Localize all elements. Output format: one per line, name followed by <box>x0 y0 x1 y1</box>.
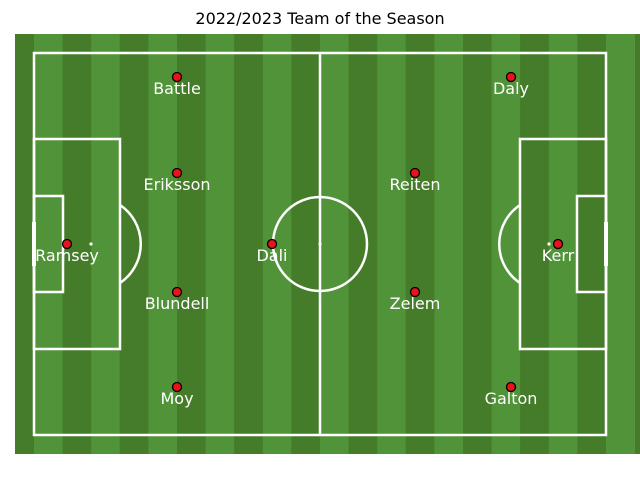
player-name-label: Blundell <box>145 294 210 313</box>
grass-stripe <box>463 34 492 454</box>
player-dali[interactable]: Dali <box>256 238 288 266</box>
grass-stripe <box>434 34 463 454</box>
player-name-label: Battle <box>153 79 201 98</box>
player-marker[interactable] <box>505 381 517 393</box>
left-penalty-spot <box>89 242 93 246</box>
grass-stripe <box>91 34 120 454</box>
player-moy[interactable]: Moy <box>160 381 194 409</box>
grass-stripe <box>205 34 235 454</box>
grass-stripe <box>291 34 320 454</box>
grass-stripe <box>491 34 521 454</box>
grass-stripe <box>34 34 63 454</box>
grass-stripe <box>405 34 435 454</box>
player-marker[interactable] <box>171 167 183 179</box>
player-marker[interactable] <box>266 238 278 250</box>
grass-stripe <box>15 34 34 454</box>
left-penalty-arc <box>119 203 142 285</box>
player-eriksson[interactable]: Eriksson <box>144 167 211 195</box>
player-marker[interactable] <box>409 286 421 298</box>
chart-title: 2022/2023 Team of the Season <box>195 9 445 28</box>
player-name-label: Zelem <box>390 294 441 313</box>
center-spot <box>318 242 322 246</box>
grass-stripe <box>148 34 177 454</box>
player-ramsey[interactable]: Ramsey <box>35 238 99 266</box>
player-name-label: Daly <box>493 79 529 98</box>
right-penalty-spot <box>547 242 551 246</box>
player-markers: Ramsey Battle Eriksson Blundell Moy Dali Reite… <box>35 71 575 409</box>
player-marker[interactable] <box>505 71 517 83</box>
player-marker[interactable] <box>409 167 421 179</box>
grass-stripe <box>577 34 606 454</box>
player-kerr[interactable]: Kerr <box>542 238 575 266</box>
player-blundell[interactable]: Blundell <box>145 286 210 314</box>
player-name-label: Reiten <box>390 175 441 194</box>
player-name-label: Moy <box>160 389 193 408</box>
player-name-label: Galton <box>485 389 538 408</box>
grass-stripe <box>234 34 263 454</box>
player-name-label: Ramsey <box>35 246 99 265</box>
grass-stripe <box>634 34 640 454</box>
player-marker[interactable] <box>61 238 73 250</box>
grass-stripe <box>606 34 635 454</box>
grass-stripe <box>520 34 549 454</box>
player-name-label: Eriksson <box>144 175 211 194</box>
grass-stripe <box>377 34 406 454</box>
player-name-label: Dali <box>256 246 287 265</box>
grass-stripe <box>320 34 349 454</box>
grass-stripe <box>348 34 378 454</box>
player-name-label: Kerr <box>542 246 575 265</box>
player-zelem[interactable]: Zelem <box>390 286 441 314</box>
grass-stripe <box>119 34 149 454</box>
right-penalty-arc <box>498 203 521 285</box>
player-galton[interactable]: Galton <box>485 381 538 409</box>
grass-stripes <box>15 34 640 454</box>
player-marker[interactable] <box>171 71 183 83</box>
player-marker[interactable] <box>171 381 183 393</box>
player-marker[interactable] <box>552 238 564 250</box>
player-reiten[interactable]: Reiten <box>390 167 441 195</box>
grass-stripe <box>177 34 206 454</box>
player-marker[interactable] <box>171 286 183 298</box>
player-daly[interactable]: Daly <box>493 71 529 99</box>
player-battle[interactable]: Battle <box>153 71 201 99</box>
